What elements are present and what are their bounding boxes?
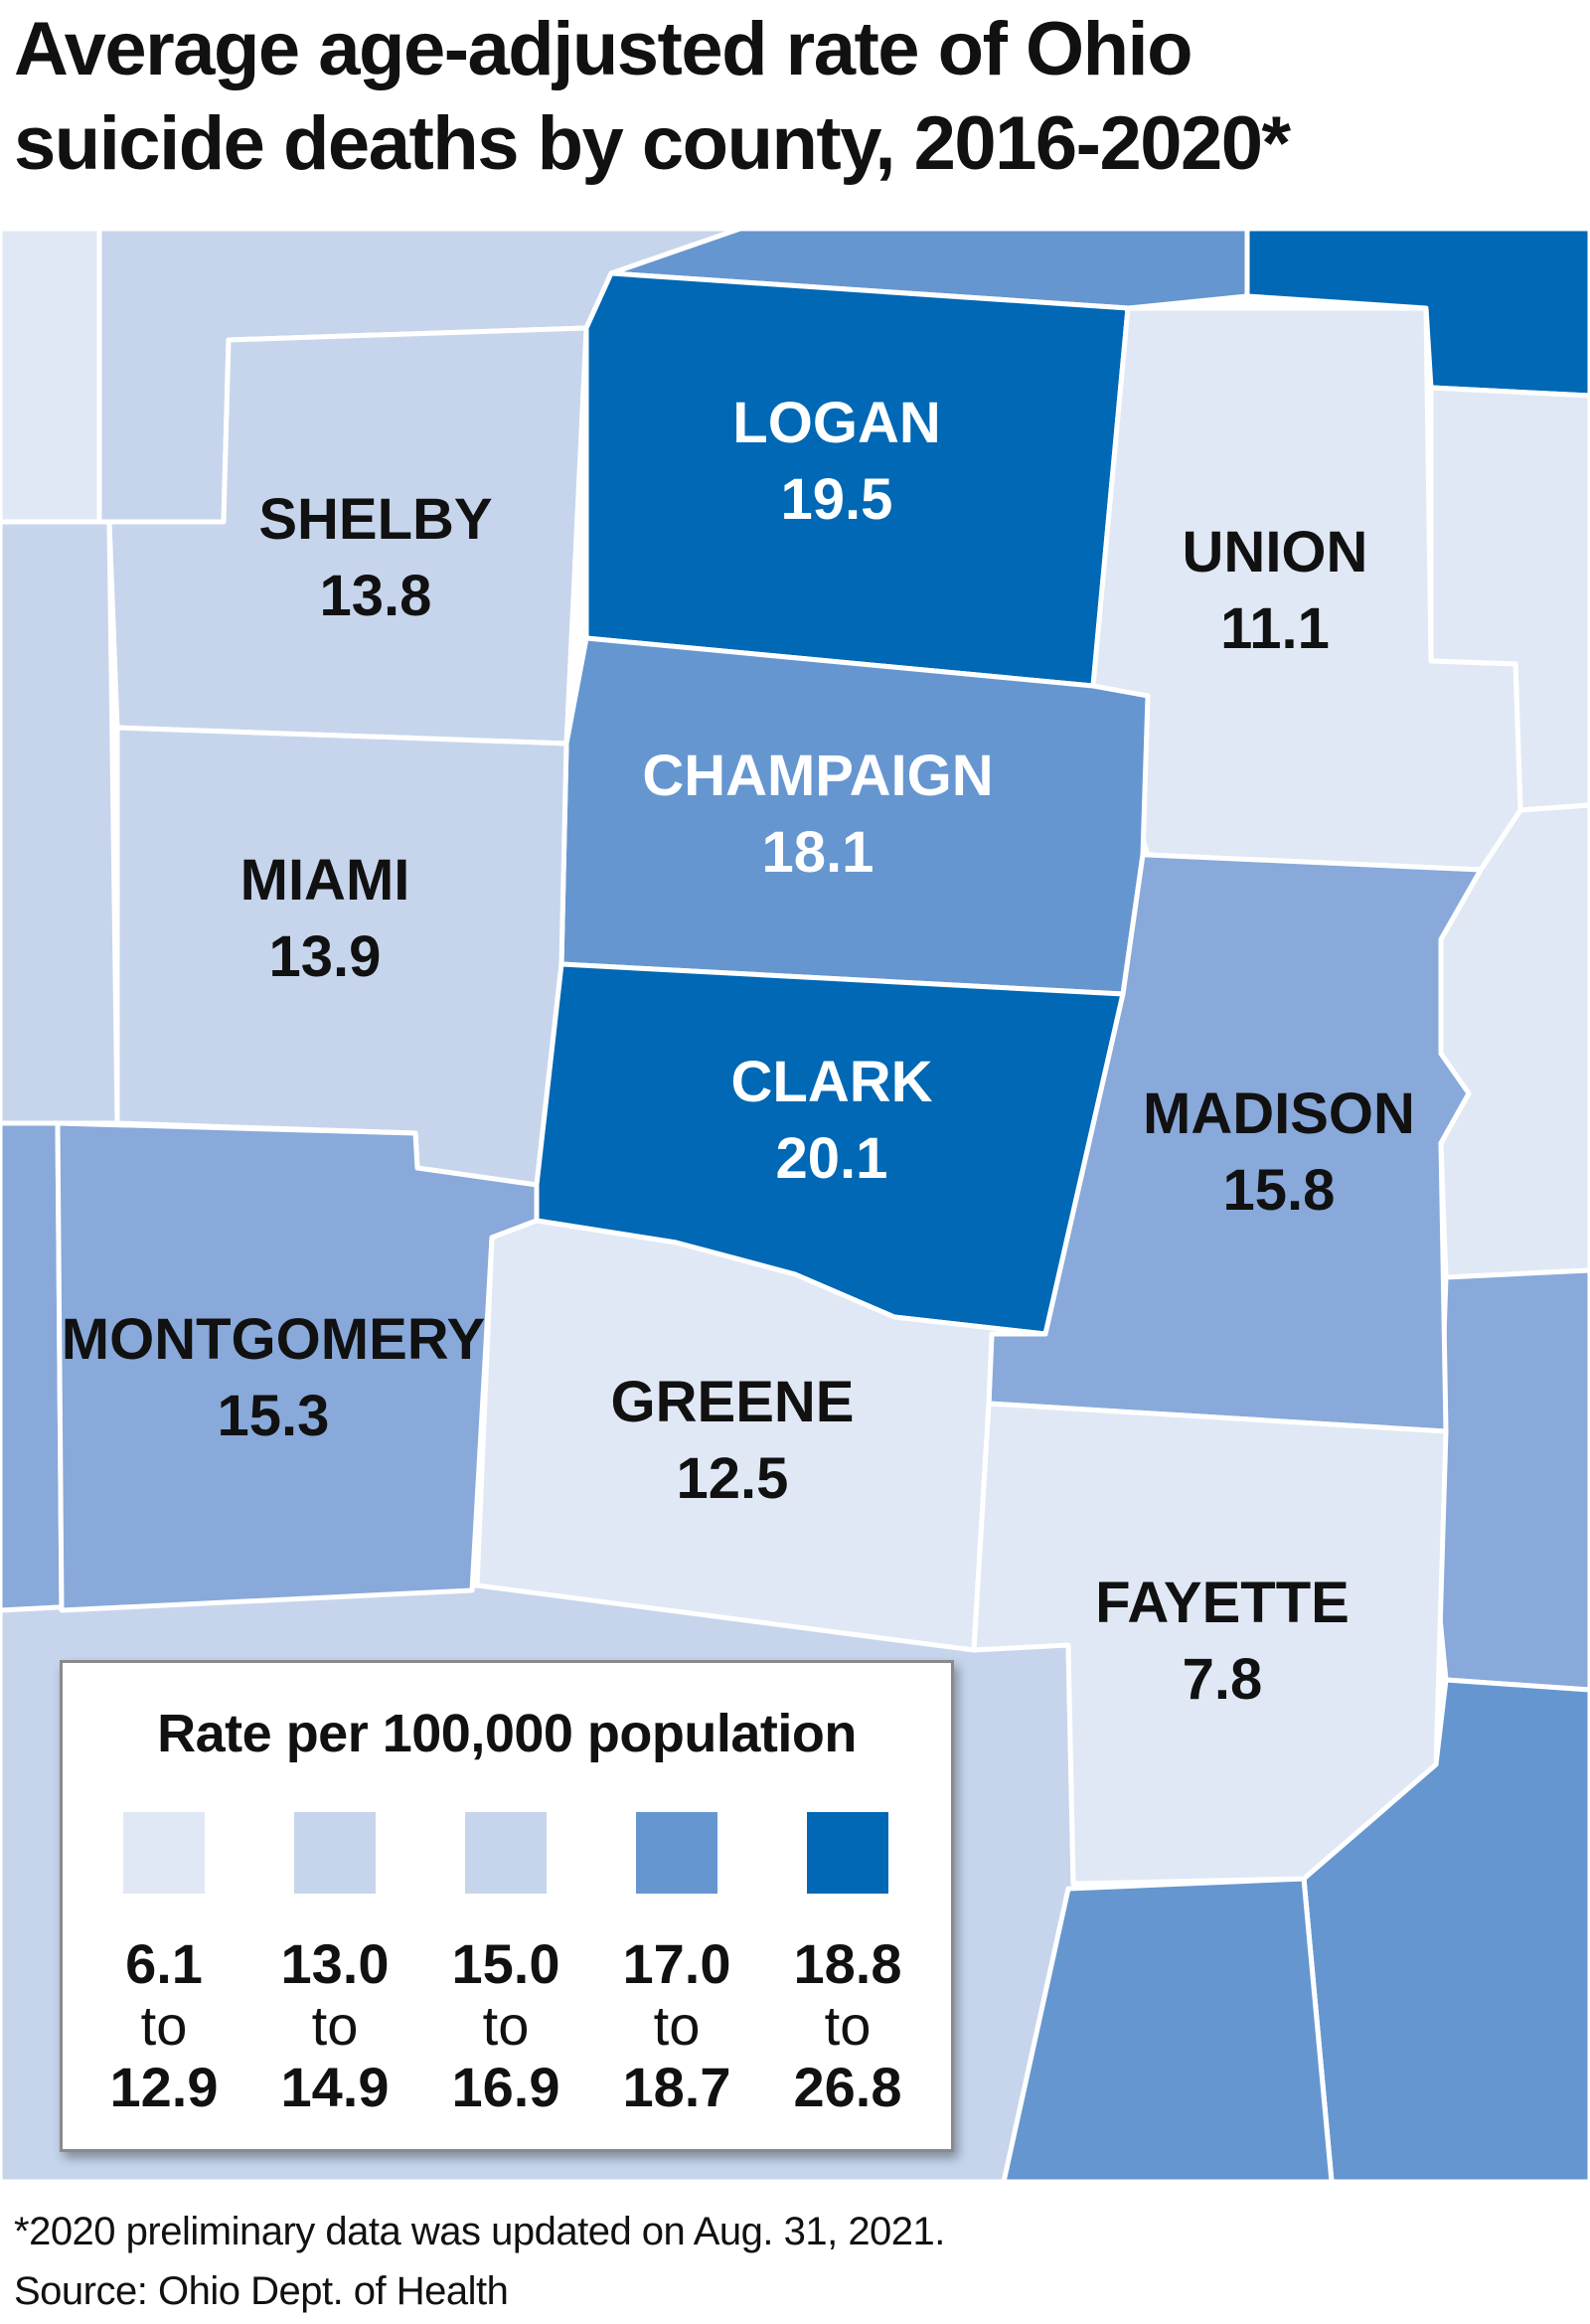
county-fayette[interactable] [971, 1401, 1449, 1887]
edge-county-w-2 [0, 1120, 65, 1613]
footer: *2020 preliminary data was updated on Au… [14, 2202, 945, 2321]
title-line-2: suicide deaths by county, 2016-2020* [14, 101, 1291, 186]
legend-title: Rate per 100,000 population [157, 1704, 857, 1763]
legend-swatch-4 [636, 1812, 717, 1894]
county-rate-champaign: 18.1 [762, 820, 874, 885]
legend-bin-1-to: to [140, 1994, 188, 2057]
legend-bin-3-high: 16.9 [451, 2056, 560, 2118]
county-rate-miami: 13.9 [269, 924, 382, 989]
legend-swatch-1 [123, 1812, 205, 1894]
county-name-montgomery: MONTGOMERY [62, 1307, 485, 1372]
county-name-clark: CLARK [731, 1050, 933, 1114]
legend-bin-4-high: 18.7 [622, 2056, 731, 2118]
label-fayette: FAYETTE 7.8 [1095, 1571, 1350, 1712]
county-champaign[interactable] [558, 635, 1151, 997]
county-rate-union: 11.1 [1220, 596, 1330, 661]
edge-county-nw [0, 229, 102, 525]
legend-bin-1: 6.1 to 12.9 [99, 1812, 229, 2118]
legend-swatch-3 [465, 1812, 547, 1894]
legend-bin-1-low: 6.1 [125, 1932, 203, 1995]
legend-swatch-2 [294, 1812, 376, 1894]
county-rate-montgomery: 15.3 [218, 1384, 330, 1448]
edge-county-e-3 [1433, 1267, 1590, 1693]
label-logan: LOGAN 19.5 [732, 391, 940, 532]
legend-bin-3-low: 15.0 [451, 1932, 560, 1995]
label-madison: MADISON 15.8 [1143, 1081, 1415, 1223]
legend-bin-1-high: 12.9 [109, 2056, 219, 2118]
county-rate-fayette: 7.8 [1183, 1647, 1263, 1712]
county-rate-logan: 19.5 [781, 467, 893, 532]
label-champaign: CHAMPAIGN 18.1 [642, 744, 993, 885]
legend-bin-2-to: to [311, 1994, 359, 2057]
legend-bin-2-high: 14.9 [280, 2056, 390, 2118]
label-montgomery: MONTGOMERY 15.3 [62, 1307, 485, 1448]
county-name-madison: MADISON [1143, 1081, 1415, 1146]
label-miami: MIAMI 13.9 [240, 848, 410, 989]
label-shelby: SHELBY 13.8 [258, 487, 492, 628]
footnote: *2020 preliminary data was updated on Au… [14, 2210, 945, 2253]
county-rate-greene: 12.5 [677, 1446, 789, 1511]
county-name-shelby: SHELBY [258, 487, 492, 552]
edge-county-w-1 [0, 519, 120, 1126]
county-greene[interactable] [474, 1218, 1048, 1653]
county-name-fayette: FAYETTE [1095, 1571, 1350, 1635]
county-rate-shelby: 13.8 [320, 564, 432, 628]
map-title: Average age-adjusted rate of Ohio suicid… [14, 2, 1574, 191]
county-name-union: UNION [1183, 520, 1368, 584]
legend-bin-5-high: 26.8 [793, 2056, 902, 2118]
county-rate-madison: 15.8 [1223, 1158, 1336, 1223]
label-union: UNION 11.1 [1183, 520, 1368, 661]
legend-swatch-5 [807, 1812, 888, 1894]
county-name-greene: GREENE [611, 1370, 855, 1434]
source-note: Source: Ohio Dept. of Health [14, 2269, 509, 2313]
label-greene: GREENE 12.5 [611, 1370, 855, 1511]
county-map: LOGAN 19.5 SHELBY 13.8 UNION 11.1 CHAMPA… [0, 229, 1590, 2182]
county-name-miami: MIAMI [240, 848, 410, 913]
map-legend: Rate per 100,000 population 6.1 to 12.9 … [60, 1660, 954, 2152]
legend-bin-4: 17.0 to 18.7 [612, 1812, 741, 2118]
legend-bin-2-low: 13.0 [280, 1932, 390, 1995]
legend-bin-5-low: 18.8 [793, 1932, 902, 1995]
legend-bin-4-to: to [653, 1994, 701, 2057]
legend-bin-3-to: to [482, 1994, 530, 2057]
legend-bin-2: 13.0 to 14.9 [270, 1812, 399, 2118]
county-rate-clark: 20.1 [776, 1126, 888, 1191]
legend-bin-4-low: 17.0 [622, 1932, 731, 1995]
county-name-logan: LOGAN [732, 391, 940, 455]
edge-county-ne-1 [608, 229, 1250, 311]
label-clark: CLARK 20.1 [731, 1050, 933, 1191]
county-name-champaign: CHAMPAIGN [642, 744, 993, 808]
legend-bin-3: 15.0 to 16.9 [441, 1812, 570, 2118]
legend-bin-5: 18.8 to 26.8 [783, 1812, 912, 2118]
legend-bin-5-to: to [824, 1994, 872, 2057]
title-line-1: Average age-adjusted rate of Ohio [14, 7, 1193, 91]
